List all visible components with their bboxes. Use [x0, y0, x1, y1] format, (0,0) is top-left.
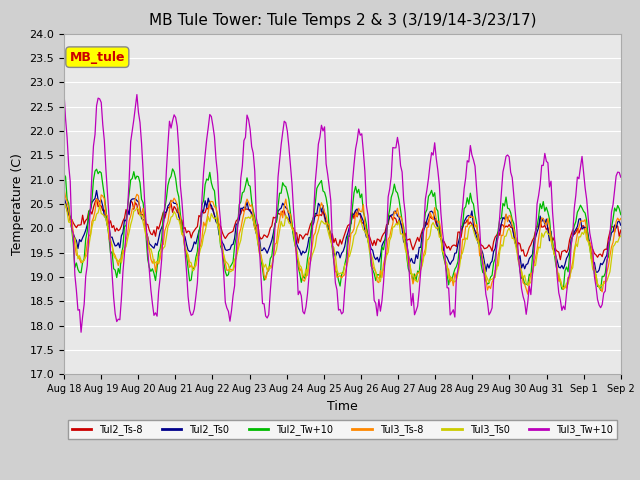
Tul3_Ts0: [305, 263, 313, 268]
Tul3_Ts-8: [617, 216, 625, 221]
Tul2_Ts-8: [255, 233, 263, 239]
X-axis label: Time: Time: [327, 400, 358, 413]
Line: Tul2_Ts0: Tul2_Ts0: [64, 191, 621, 272]
Tul3_Tw+10: [305, 273, 313, 278]
Tul3_Ts0: [255, 240, 263, 246]
Tul3_Tw+10: [588, 239, 595, 244]
Line: Tul2_Ts-8: Tul2_Ts-8: [64, 199, 621, 260]
Tul2_Ts0: [305, 235, 313, 240]
Tul3_Ts0: [60, 207, 68, 213]
Title: MB Tule Tower: Tule Temps 2 & 3 (3/19/14-3/23/17): MB Tule Tower: Tule Temps 2 & 3 (3/19/14…: [148, 13, 536, 28]
Tul2_Ts0: [130, 196, 138, 202]
Tul3_Ts-8: [226, 266, 234, 272]
Tul3_Ts-8: [60, 185, 68, 191]
Tul2_Tw+10: [617, 212, 625, 217]
Tul2_Tw+10: [169, 166, 177, 172]
Tul2_Ts-8: [93, 196, 100, 202]
Tul2_Ts-8: [589, 247, 596, 252]
Tul3_Ts-8: [524, 291, 532, 297]
Tul3_Ts-8: [244, 200, 252, 205]
Tul2_Tw+10: [305, 247, 313, 253]
Text: MB_tule: MB_tule: [70, 51, 125, 64]
Tul2_Ts-8: [305, 226, 313, 232]
Tul3_Ts0: [617, 233, 625, 239]
Tul2_Ts0: [617, 222, 625, 228]
Tul2_Ts-8: [60, 206, 68, 212]
Legend: Tul2_Ts-8, Tul2_Ts0, Tul2_Tw+10, Tul3_Ts-8, Tul3_Ts0, Tul3_Tw+10: Tul2_Ts-8, Tul2_Ts0, Tul2_Tw+10, Tul3_Ts…: [68, 420, 617, 439]
Line: Tul3_Ts0: Tul3_Ts0: [64, 204, 621, 288]
Tul2_Ts-8: [246, 207, 254, 213]
Tul2_Ts-8: [556, 257, 564, 263]
Tul2_Ts0: [60, 194, 68, 200]
Line: Tul3_Tw+10: Tul3_Tw+10: [64, 93, 621, 332]
Tul2_Tw+10: [255, 249, 263, 255]
Tul2_Tw+10: [228, 262, 236, 268]
Tul2_Tw+10: [596, 288, 604, 293]
Tul2_Tw+10: [129, 176, 136, 181]
Tul2_Tw+10: [60, 171, 68, 177]
Tul3_Ts0: [61, 201, 69, 207]
Tul2_Ts0: [228, 242, 236, 248]
Tul3_Ts0: [559, 285, 567, 291]
Tul3_Tw+10: [130, 117, 138, 123]
Tul3_Ts-8: [588, 245, 595, 251]
Tul3_Ts-8: [254, 237, 262, 242]
Tul3_Tw+10: [255, 245, 263, 251]
Tul2_Ts-8: [617, 227, 625, 233]
Tul2_Tw+10: [246, 183, 254, 189]
Tul3_Tw+10: [77, 329, 85, 335]
Tul2_Ts0: [594, 269, 602, 275]
Tul2_Ts-8: [130, 206, 138, 212]
Tul2_Ts0: [255, 235, 263, 241]
Tul2_Ts0: [93, 188, 100, 193]
Tul2_Ts-8: [228, 229, 236, 235]
Tul3_Tw+10: [246, 126, 254, 132]
Tul3_Tw+10: [617, 174, 625, 180]
Tul2_Ts0: [246, 208, 254, 214]
Tul2_Ts0: [588, 248, 595, 253]
Tul3_Ts0: [246, 216, 254, 221]
Line: Tul3_Ts-8: Tul3_Ts-8: [64, 188, 621, 294]
Tul3_Tw+10: [60, 90, 68, 96]
Tul3_Ts-8: [303, 269, 311, 275]
Tul3_Tw+10: [228, 308, 236, 313]
Line: Tul2_Tw+10: Tul2_Tw+10: [64, 169, 621, 290]
Tul3_Ts0: [228, 268, 236, 274]
Y-axis label: Temperature (C): Temperature (C): [11, 153, 24, 255]
Tul3_Ts0: [130, 208, 138, 214]
Tul3_Ts-8: [129, 206, 136, 212]
Tul3_Ts0: [589, 267, 596, 273]
Tul2_Tw+10: [588, 256, 595, 262]
